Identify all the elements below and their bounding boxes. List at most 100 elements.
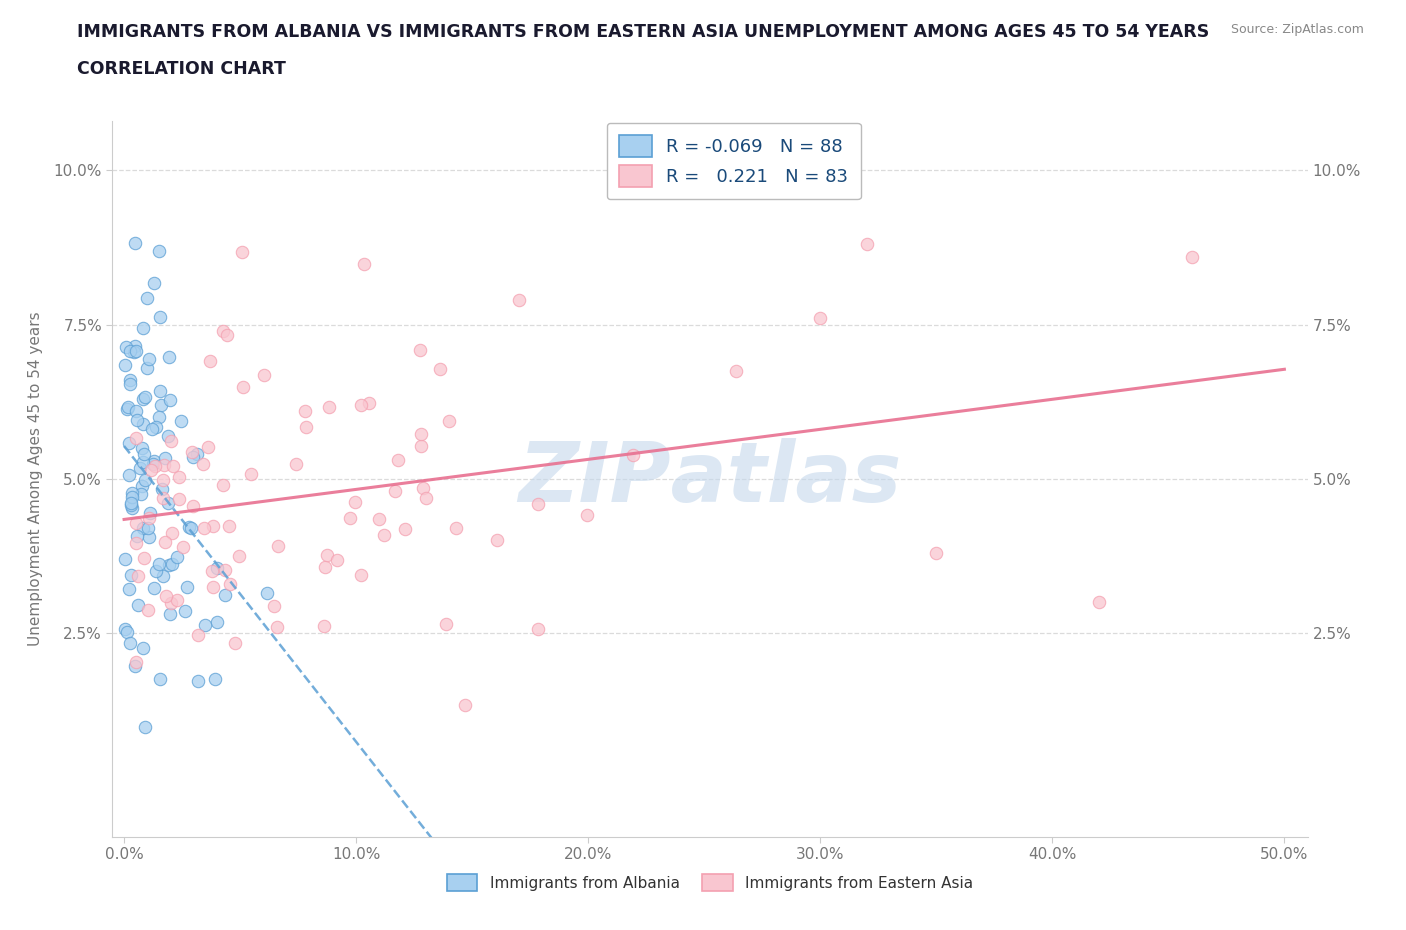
- Point: [160, 525, 183, 540]
- Point: [149, 671, 172, 686]
- Point: [454, 698, 477, 712]
- Point: [412, 480, 434, 495]
- Point: [166, 549, 188, 564]
- Point: [120, 496, 142, 511]
- Point: [148, 409, 170, 424]
- Point: [156, 496, 179, 511]
- Point: [162, 458, 184, 473]
- Point: [148, 556, 170, 571]
- Point: [142, 457, 165, 472]
- Point: [174, 604, 197, 618]
- Point: [132, 641, 155, 656]
- Point: [134, 473, 156, 488]
- Point: [121, 485, 143, 500]
- Point: [134, 551, 156, 565]
- Point: [132, 446, 155, 461]
- Point: [159, 434, 181, 449]
- Point: [201, 564, 224, 578]
- Point: [253, 367, 276, 382]
- Point: [409, 439, 432, 454]
- Point: [326, 552, 349, 567]
- Point: [132, 521, 155, 536]
- Point: [316, 548, 339, 563]
- Point: [368, 512, 391, 526]
- Point: [145, 419, 167, 434]
- Point: [120, 498, 142, 512]
- Point: [205, 615, 228, 630]
- Point: [232, 379, 254, 394]
- Point: [159, 607, 181, 622]
- Point: [159, 392, 181, 407]
- Point: [134, 390, 156, 405]
- Point: [132, 392, 155, 406]
- Point: [125, 413, 148, 428]
- Y-axis label: Unemployment Among Ages 45 to 54 years: Unemployment Among Ages 45 to 54 years: [28, 312, 42, 646]
- Point: [394, 522, 416, 537]
- Point: [373, 528, 395, 543]
- Point: [159, 595, 181, 610]
- Point: [314, 560, 336, 575]
- Point: [145, 564, 167, 578]
- Point: [117, 467, 139, 482]
- Point: [136, 361, 159, 376]
- Point: [444, 521, 467, 536]
- Point: [115, 624, 138, 639]
- Point: [180, 445, 202, 459]
- Point: [122, 345, 145, 360]
- Point: [359, 395, 381, 410]
- Point: [155, 588, 177, 603]
- Point: [228, 549, 250, 564]
- Point: [118, 582, 141, 597]
- Point: [152, 472, 174, 487]
- Point: [136, 602, 159, 617]
- Point: [387, 452, 409, 467]
- Point: [384, 484, 406, 498]
- Point: [127, 597, 149, 612]
- Point: [125, 536, 148, 551]
- Point: [344, 495, 367, 510]
- Point: [172, 539, 194, 554]
- Point: [527, 621, 550, 636]
- Point: [508, 292, 530, 307]
- Text: ZIP​atlas: ZIP​atlas: [519, 438, 901, 520]
- Point: [124, 658, 146, 673]
- Point: [124, 236, 146, 251]
- Point: [314, 618, 336, 633]
- Point: [134, 720, 156, 735]
- Point: [202, 579, 225, 594]
- Point: [224, 636, 246, 651]
- Point: [149, 310, 172, 325]
- Point: [136, 290, 159, 305]
- Point: [118, 343, 141, 358]
- Text: CORRELATION CHART: CORRELATION CHART: [77, 60, 287, 78]
- Point: [266, 619, 288, 634]
- Point: [176, 579, 198, 594]
- Point: [132, 455, 155, 470]
- Point: [180, 521, 202, 536]
- Point: [181, 449, 204, 464]
- Point: [142, 580, 165, 595]
- Point: [284, 457, 307, 472]
- Point: [114, 339, 136, 354]
- Point: [125, 343, 148, 358]
- Point: [132, 417, 155, 432]
- Point: [114, 357, 136, 372]
- Point: [138, 511, 160, 525]
- Point: [138, 352, 160, 366]
- Point: [149, 383, 172, 398]
- Point: [142, 275, 165, 290]
- Point: [855, 237, 877, 252]
- Point: [153, 458, 176, 472]
- Point: [152, 482, 174, 497]
- Point: [127, 528, 149, 543]
- Point: [136, 521, 159, 536]
- Point: [212, 324, 235, 339]
- Point: [125, 655, 148, 670]
- Point: [143, 458, 166, 473]
- Point: [239, 467, 262, 482]
- Point: [132, 320, 155, 335]
- Point: [214, 588, 236, 603]
- Point: [187, 628, 209, 643]
- Point: [152, 568, 174, 583]
- Point: [156, 428, 179, 443]
